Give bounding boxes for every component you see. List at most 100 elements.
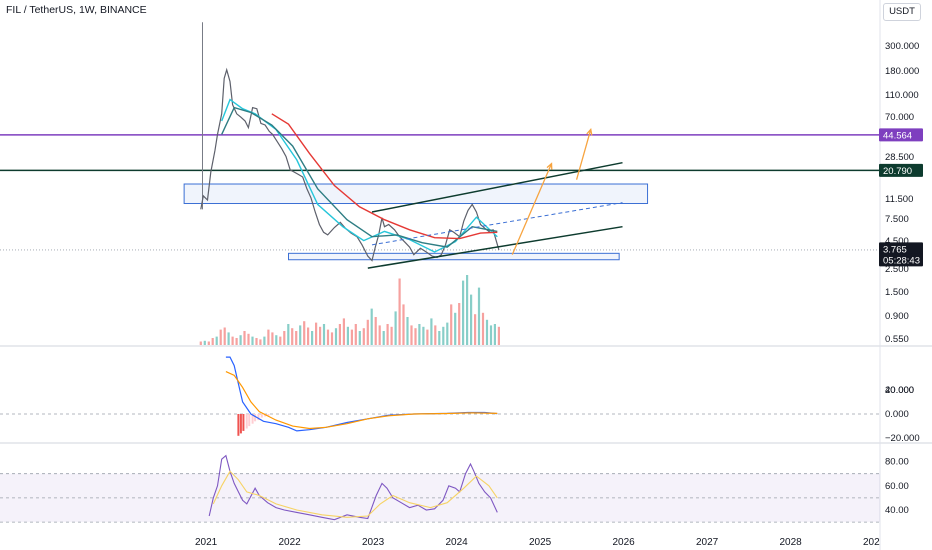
volume-bar [267,329,270,345]
volume-bar [295,331,298,345]
macd-axis-tick: −20.000 [885,433,920,444]
volume-bar [422,326,425,345]
volume-bar [366,319,369,345]
macd-histogram-bar [251,414,254,424]
volume-bar [307,327,310,345]
price-axis-tick: 7.500 [885,214,909,225]
volume-bar [330,332,334,345]
ema-line-ema_fast [221,98,498,253]
rsi-line-rsi [208,454,498,521]
demand-zone-box[interactable] [288,252,620,261]
price-label-text-countdown: 05:28:43 [883,255,920,266]
channel-mid-line[interactable] [371,202,623,246]
price-axis-tick: 180.000 [885,66,919,77]
volume-bar [203,340,206,345]
volume-bar [199,341,202,345]
time-axis-tick: 2021 [195,537,218,548]
time-axis-tick: 202 [863,537,880,548]
macd-histogram-bar [254,414,257,422]
volume-bar [334,328,338,345]
rsi-line-rsi_ma [212,470,498,518]
price-label-last [879,242,923,256]
volume-bar [255,338,258,345]
volume-bar [474,314,477,345]
macd-histogram-bar [245,414,248,429]
price-label-text-dark: 20.790 [883,166,912,177]
volume-bar [251,336,254,345]
volume-bar [219,329,222,345]
currency-selector[interactable]: USDT [883,3,921,21]
volume-bar [311,331,314,345]
volume-bar [394,311,397,345]
volume-bar [489,325,493,345]
volume-bar [438,331,441,345]
price-line [200,67,500,262]
rsi-axis-tick: 40.00 [885,505,909,516]
price-axis-tick: 300.000 [885,41,919,52]
price-label-text-last: 3.765 [883,244,907,255]
time-axis-tick: 2028 [780,537,803,548]
volume-bar [430,318,433,345]
macd-line-signal [225,371,498,430]
price-axis-tick: 2.500 [885,264,909,275]
channel-upper-line[interactable] [371,161,623,213]
volume-bar [454,312,457,345]
volume-bar [358,331,361,345]
macd-histogram-bar [239,414,242,434]
price-axis[interactable]: 300.000 180.000 110.000 70.000 28.500 11.500 7… [879,41,923,516]
macd-histogram-bar [248,414,251,427]
volume-bar [291,328,294,345]
volume-bar [434,325,437,345]
rsi-axis-tick: 60.00 [885,481,909,492]
volume-bar [215,336,218,345]
price-axis-tick: 11.500 [885,194,913,205]
volume-bar [239,335,242,345]
projection-arrow-second-head [586,128,593,136]
projection-arrow-second[interactable] [575,129,592,180]
volume-bar [342,318,345,345]
volume-bar [326,329,330,345]
volume-bar [450,304,453,345]
price-axis-tick: 110.000 [885,90,919,101]
volume-bar [493,324,496,345]
volume-bar [231,336,234,345]
volume-bar [470,294,473,345]
volume-bar [477,287,481,345]
symbol-title: FIL / TetherUS, 1W, BINANCE [6,4,147,16]
volume-bar [410,325,413,345]
volume-bar [426,329,429,345]
volume-bar [346,326,349,345]
volume-bar [263,336,266,345]
ema-line-ema_slow [271,113,498,240]
volume-bar [319,326,322,345]
time-axis[interactable]: 2021 2022 2023 2024 2025 2026 2027 2028 202 [195,537,880,548]
volume-bar [259,339,262,345]
macd-histogram-bar [237,414,240,436]
projection-arrow-first[interactable] [511,163,553,255]
volume-bar [362,328,365,345]
macd-histogram-bar [260,414,263,418]
volume-bar [378,325,381,345]
price-axis-tick: 1.500 [885,287,909,298]
volume-bar [370,308,373,345]
volume-bar [414,328,417,345]
volume-bar [466,275,469,345]
time-axis-tick: 2023 [362,537,385,548]
price-axis-tick: 70.000 [885,112,914,123]
volume-bar [442,326,445,345]
macd-axis-tick: 40.000 [885,385,914,396]
volume-bar [287,324,290,345]
volume-bar [243,331,246,345]
time-axis-tick: 2025 [529,537,552,548]
supply-zone-box[interactable] [183,183,649,205]
price-label-text-purple: 44.564 [883,130,912,141]
price-axis-tick: 28.500 [885,152,914,163]
channel-lower-line[interactable] [367,225,623,269]
volume-bar [382,331,385,345]
volume-bar [235,338,238,345]
volume-bar [303,321,306,345]
volume-bar [462,280,465,345]
projection-arrow-first-head [546,162,553,170]
price-label-countdown [879,253,923,267]
